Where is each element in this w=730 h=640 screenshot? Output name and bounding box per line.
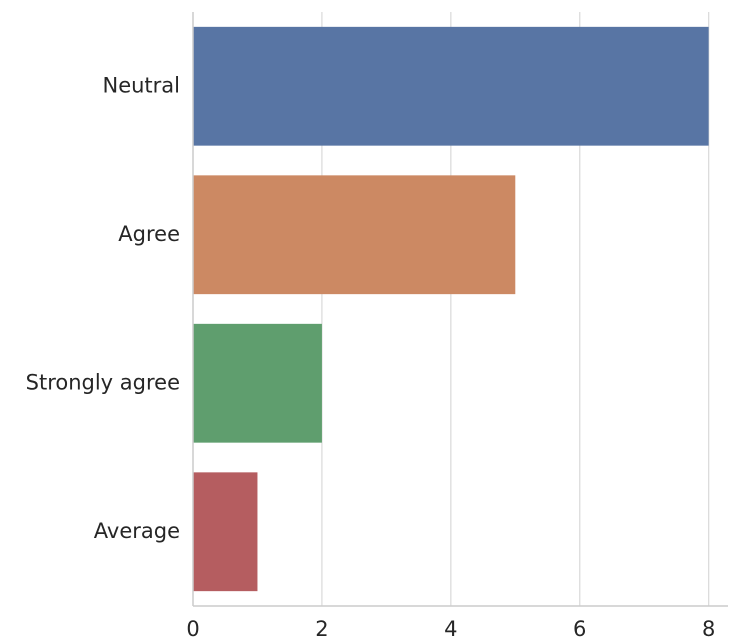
category-label: Agree: [118, 222, 180, 246]
bar-neutral: [193, 26, 709, 146]
category-labels: Neutral Agree Strongly agree Average: [26, 73, 180, 543]
bar-average: [193, 472, 258, 592]
category-label: Neutral: [102, 73, 180, 97]
bars: [193, 26, 709, 592]
x-tick-label: 4: [444, 617, 457, 640]
bar-strongly-agree: [193, 323, 322, 443]
x-tick-label: 0: [186, 617, 199, 640]
category-label: Strongly agree: [26, 370, 180, 394]
x-tick-labels: 0 2 4 6 8: [186, 617, 715, 640]
x-tick-label: 8: [702, 617, 715, 640]
x-tick-label: 2: [315, 617, 328, 640]
x-tick-label: 6: [573, 617, 586, 640]
axes-spines: [192, 12, 728, 607]
category-label: Average: [94, 519, 180, 543]
bar-agree: [193, 175, 516, 295]
